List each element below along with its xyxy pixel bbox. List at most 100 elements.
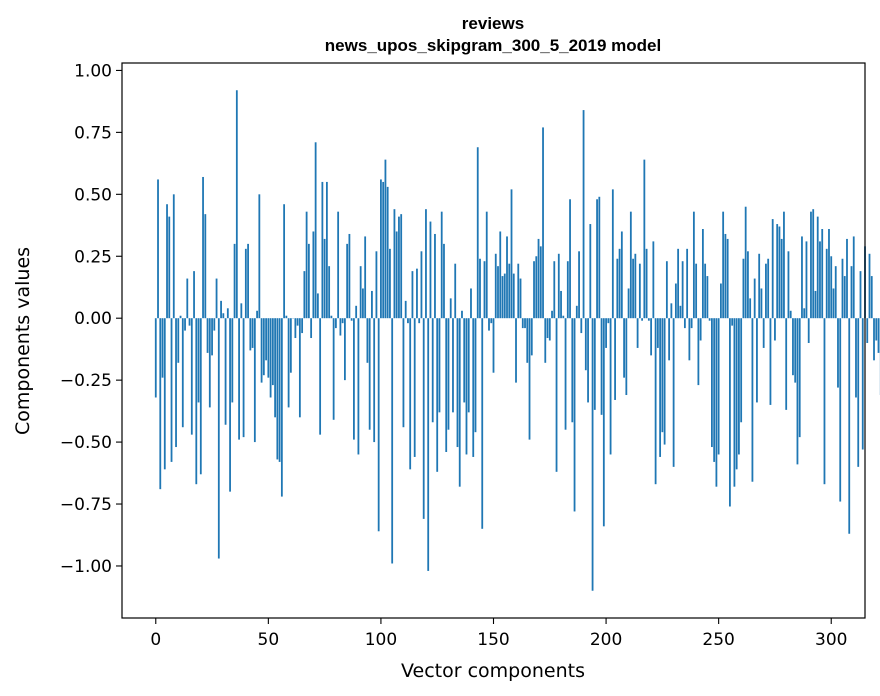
bar xyxy=(533,261,535,319)
bar xyxy=(542,127,544,319)
bar xyxy=(328,266,331,319)
bar xyxy=(337,211,340,319)
bar xyxy=(744,206,747,319)
bar xyxy=(846,238,848,319)
bar xyxy=(175,318,177,448)
bar xyxy=(186,278,189,319)
bar xyxy=(834,266,837,319)
bar xyxy=(720,283,722,319)
bar xyxy=(332,318,335,420)
bar xyxy=(271,318,274,386)
x-axis-label: Vector components xyxy=(401,660,585,682)
bar xyxy=(512,273,515,319)
bar xyxy=(641,318,643,321)
bar xyxy=(814,290,817,319)
y-tick-label: 0.00 xyxy=(74,309,112,329)
bar xyxy=(323,238,326,319)
bar xyxy=(751,318,754,482)
bar xyxy=(262,318,265,376)
bar xyxy=(713,318,716,462)
bar xyxy=(159,318,162,490)
bar xyxy=(319,318,322,435)
bar xyxy=(479,258,481,319)
bar xyxy=(377,318,380,532)
bar xyxy=(839,318,842,502)
bar xyxy=(260,318,263,383)
bar xyxy=(605,318,607,348)
bar xyxy=(803,308,806,319)
bar xyxy=(436,318,439,472)
bar xyxy=(623,318,625,378)
bar xyxy=(645,248,648,319)
bar xyxy=(620,231,623,319)
bar xyxy=(420,251,423,319)
bar xyxy=(792,318,794,376)
bar xyxy=(454,263,457,319)
bar xyxy=(506,236,508,319)
bar xyxy=(276,318,279,460)
bar xyxy=(389,248,391,319)
bar xyxy=(310,318,313,339)
bar xyxy=(202,176,204,319)
bar xyxy=(166,204,168,319)
bar xyxy=(294,318,297,339)
bar xyxy=(357,318,360,455)
bar xyxy=(706,276,709,319)
bar xyxy=(857,318,860,467)
bar xyxy=(747,251,749,319)
bar xyxy=(321,181,324,319)
bar xyxy=(767,258,770,319)
bar xyxy=(852,236,855,319)
bar xyxy=(749,298,752,319)
bar xyxy=(553,261,556,319)
bar xyxy=(256,310,258,319)
bar xyxy=(670,303,673,319)
bar xyxy=(787,251,790,319)
bar xyxy=(395,231,398,319)
bar xyxy=(409,318,412,470)
bar xyxy=(425,209,427,319)
bar xyxy=(364,236,367,319)
y-tick-label: 0.25 xyxy=(74,247,112,267)
bar xyxy=(208,318,211,408)
bar xyxy=(731,318,734,326)
bar xyxy=(346,243,349,319)
bar xyxy=(742,258,745,319)
bar xyxy=(571,318,574,423)
bar xyxy=(805,241,808,319)
bar xyxy=(476,147,479,319)
bar xyxy=(551,310,553,319)
y-axis-label: Components values xyxy=(12,247,34,435)
bar xyxy=(562,315,565,319)
bar xyxy=(285,315,288,319)
bar xyxy=(269,318,272,398)
bar xyxy=(190,318,193,435)
bar xyxy=(537,238,540,319)
bar xyxy=(184,318,186,331)
bar xyxy=(704,263,707,319)
bar xyxy=(796,318,799,465)
bar xyxy=(510,189,513,319)
bar xyxy=(843,276,846,319)
bar xyxy=(760,288,763,319)
bar xyxy=(625,318,628,396)
bar xyxy=(298,318,301,418)
bar xyxy=(303,271,306,319)
bar xyxy=(593,318,596,410)
bar xyxy=(163,318,166,470)
bar xyxy=(499,231,502,319)
bar xyxy=(600,318,603,415)
bar xyxy=(402,318,405,428)
bar xyxy=(508,263,511,319)
bar xyxy=(841,258,844,319)
bar xyxy=(274,318,276,418)
bar xyxy=(643,159,646,319)
bar xyxy=(247,243,249,319)
bar xyxy=(382,181,385,319)
y-tick-label: 0.50 xyxy=(74,185,112,205)
bar xyxy=(287,318,290,408)
bar xyxy=(627,288,630,319)
bar xyxy=(566,261,569,319)
bar xyxy=(650,318,653,356)
